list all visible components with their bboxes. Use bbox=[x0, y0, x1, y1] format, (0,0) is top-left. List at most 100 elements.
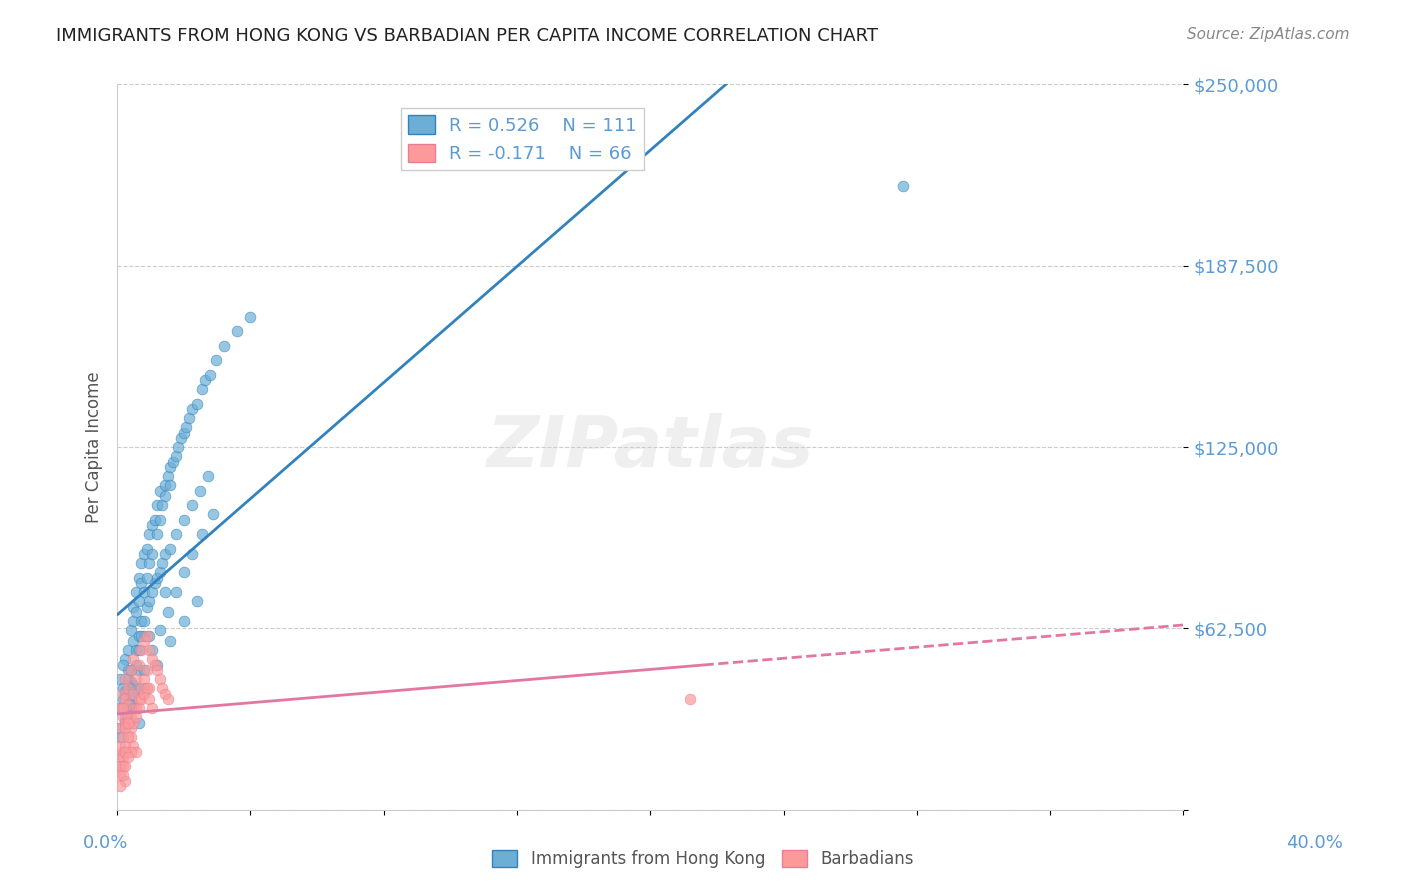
Point bbox=[111, 681, 134, 695]
Point bbox=[156, 606, 179, 620]
Point bbox=[149, 672, 172, 686]
Text: 0.0%: 0.0% bbox=[83, 834, 128, 852]
Point bbox=[129, 643, 152, 657]
Point bbox=[114, 739, 136, 753]
Point bbox=[179, 411, 201, 425]
Point bbox=[138, 643, 160, 657]
Point bbox=[122, 701, 145, 715]
Point bbox=[114, 710, 136, 724]
Point bbox=[173, 614, 195, 628]
Point bbox=[138, 681, 160, 695]
Point bbox=[204, 353, 226, 368]
Point bbox=[679, 692, 702, 706]
Point bbox=[138, 594, 160, 608]
Point bbox=[132, 614, 155, 628]
Point bbox=[125, 745, 148, 759]
Point bbox=[122, 687, 145, 701]
Point bbox=[173, 565, 195, 579]
Point bbox=[132, 548, 155, 562]
Point bbox=[120, 701, 142, 715]
Point bbox=[153, 585, 176, 599]
Point bbox=[129, 681, 152, 695]
Point bbox=[120, 664, 142, 678]
Point bbox=[162, 454, 184, 468]
Point bbox=[108, 739, 131, 753]
Point bbox=[135, 629, 157, 643]
Point bbox=[122, 739, 145, 753]
Point bbox=[108, 722, 131, 736]
Point bbox=[117, 750, 139, 764]
Point bbox=[156, 469, 179, 483]
Text: IMMIGRANTS FROM HONG KONG VS BARBADIAN PER CAPITA INCOME CORRELATION CHART: IMMIGRANTS FROM HONG KONG VS BARBADIAN P… bbox=[56, 27, 879, 45]
Point bbox=[114, 652, 136, 666]
Point bbox=[120, 722, 142, 736]
Point bbox=[114, 715, 136, 730]
Point bbox=[180, 402, 202, 417]
Text: ZIPatlas: ZIPatlas bbox=[486, 413, 814, 482]
Point bbox=[129, 614, 152, 628]
Point bbox=[146, 498, 169, 512]
Point bbox=[122, 715, 145, 730]
Point bbox=[108, 759, 131, 773]
Legend: R = 0.526    N = 111, R = -0.171    N = 66: R = 0.526 N = 111, R = -0.171 N = 66 bbox=[401, 108, 644, 170]
Point bbox=[128, 629, 150, 643]
Text: 40.0%: 40.0% bbox=[1286, 834, 1343, 852]
Point bbox=[180, 498, 202, 512]
Point bbox=[226, 324, 249, 338]
Point bbox=[120, 698, 142, 713]
Point bbox=[120, 623, 142, 637]
Point bbox=[108, 672, 131, 686]
Point bbox=[125, 681, 148, 695]
Point bbox=[120, 710, 142, 724]
Point bbox=[153, 489, 176, 503]
Point bbox=[893, 178, 915, 193]
Point bbox=[132, 585, 155, 599]
Point bbox=[114, 722, 136, 736]
Point bbox=[122, 614, 145, 628]
Point bbox=[129, 692, 152, 706]
Point bbox=[122, 687, 145, 701]
Point bbox=[138, 692, 160, 706]
Point bbox=[111, 701, 134, 715]
Legend: Immigrants from Hong Kong, Barbadians: Immigrants from Hong Kong, Barbadians bbox=[485, 843, 921, 875]
Point bbox=[120, 745, 142, 759]
Point bbox=[114, 745, 136, 759]
Point bbox=[108, 750, 131, 764]
Point bbox=[117, 681, 139, 695]
Point bbox=[117, 698, 139, 713]
Point bbox=[117, 643, 139, 657]
Point bbox=[180, 548, 202, 562]
Point bbox=[128, 664, 150, 678]
Point bbox=[120, 692, 142, 706]
Point bbox=[146, 657, 169, 672]
Point bbox=[146, 571, 169, 585]
Point bbox=[108, 768, 131, 782]
Point bbox=[111, 750, 134, 764]
Point bbox=[128, 657, 150, 672]
Point bbox=[159, 541, 181, 556]
Point bbox=[197, 469, 219, 483]
Point bbox=[125, 585, 148, 599]
Point bbox=[117, 664, 139, 678]
Point bbox=[159, 477, 181, 491]
Point bbox=[146, 664, 169, 678]
Point bbox=[165, 585, 187, 599]
Point bbox=[122, 599, 145, 614]
Point bbox=[167, 440, 190, 454]
Point bbox=[120, 675, 142, 690]
Point bbox=[152, 498, 174, 512]
Y-axis label: Per Capita Income: Per Capita Income bbox=[86, 371, 103, 523]
Point bbox=[117, 672, 139, 686]
Point bbox=[149, 513, 172, 527]
Point bbox=[114, 683, 136, 698]
Point bbox=[152, 681, 174, 695]
Point bbox=[159, 634, 181, 648]
Point bbox=[120, 730, 142, 744]
Point bbox=[114, 672, 136, 686]
Point bbox=[125, 657, 148, 672]
Point bbox=[143, 657, 166, 672]
Point bbox=[128, 571, 150, 585]
Point bbox=[111, 657, 134, 672]
Point bbox=[111, 730, 134, 744]
Point bbox=[125, 710, 148, 724]
